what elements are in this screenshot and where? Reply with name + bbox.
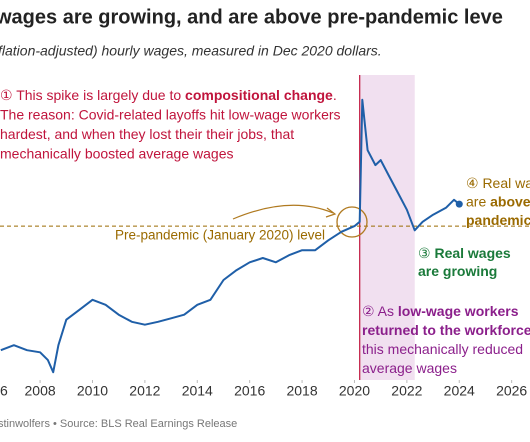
annotation-text: are	[466, 193, 490, 209]
annotation-line: this mechanically reduced	[362, 341, 523, 357]
arrow	[232, 204, 334, 220]
x-tick-label: 2020	[339, 383, 370, 399]
annotation-text: average wages	[362, 360, 457, 376]
annotation-text: returned to the workforce	[362, 322, 530, 338]
source-note: stinwolfers • Source: BLS Real Earnings …	[0, 418, 237, 430]
x-tick-label: 2022	[391, 383, 422, 399]
annotation-line: are above	[466, 193, 530, 209]
annotation-line: ① This spike is largely due to compositi…	[0, 87, 337, 103]
highlight-circle	[336, 206, 368, 238]
annotation-text: ③	[418, 245, 434, 261]
chart-subtitle: flation-adjusted) hourly wages, measured…	[0, 43, 382, 59]
shaded-period	[359, 75, 415, 380]
reference-label: Pre-pandemic (January 2020) level	[115, 228, 325, 243]
annotation-line: average wages	[362, 360, 457, 376]
annotation-line: pandemic	[466, 212, 530, 228]
annotation-text: mechanically boosted average wages	[0, 145, 233, 161]
data-line	[0, 98, 460, 374]
annotation-text: .	[333, 87, 337, 103]
x-tick-label: 2016	[234, 383, 265, 399]
x-tick-label: 2018	[286, 383, 317, 399]
x-tick-label: 2012	[129, 383, 160, 399]
annotation-text: compositional change	[185, 87, 333, 103]
annotation-line: ③ Real wages	[418, 245, 511, 261]
x-tick-label: 2024	[444, 383, 475, 399]
arrow-head	[325, 207, 337, 218]
annotation-line: returned to the workforce	[362, 322, 530, 338]
annotation-line: ② As low-wage workers	[362, 303, 519, 319]
x-tick-label: 2008	[25, 383, 56, 399]
x-tick-label: 2026	[496, 383, 527, 399]
chart-title: wages are growing, and are above pre-pan…	[0, 6, 503, 28]
annotation-line: are growing	[418, 263, 497, 279]
annotation-text: this mechanically reduced	[362, 341, 523, 357]
annotation-line: ④ Real wa	[466, 175, 530, 191]
annotation-text: low-wage workers	[398, 303, 519, 319]
annotation-text: ④ Real wa	[466, 175, 530, 191]
x-tick-label: 6	[0, 383, 8, 399]
annotation-line: hardest, and when they lost their their …	[0, 126, 294, 142]
annotation-line: mechanically boosted average wages	[0, 145, 233, 161]
annotation-text: above	[490, 193, 530, 209]
x-tick-label: 2014	[182, 383, 213, 399]
annotation-text: pandemic	[466, 212, 530, 228]
x-tick-label: 2010	[77, 383, 108, 399]
annotation-text: The reason: Covid-related layoffs hit lo…	[0, 106, 341, 122]
annotation-text: ① This spike is largely due to	[0, 87, 185, 103]
annotation-text: Real wages	[434, 245, 510, 261]
annotation-text: hardest, and when they lost their their …	[0, 126, 294, 142]
annotation-text: are growing	[418, 263, 497, 279]
annotation-text: ② As	[362, 303, 398, 319]
end-point	[455, 200, 463, 208]
annotation-line: The reason: Covid-related layoffs hit lo…	[0, 106, 341, 122]
